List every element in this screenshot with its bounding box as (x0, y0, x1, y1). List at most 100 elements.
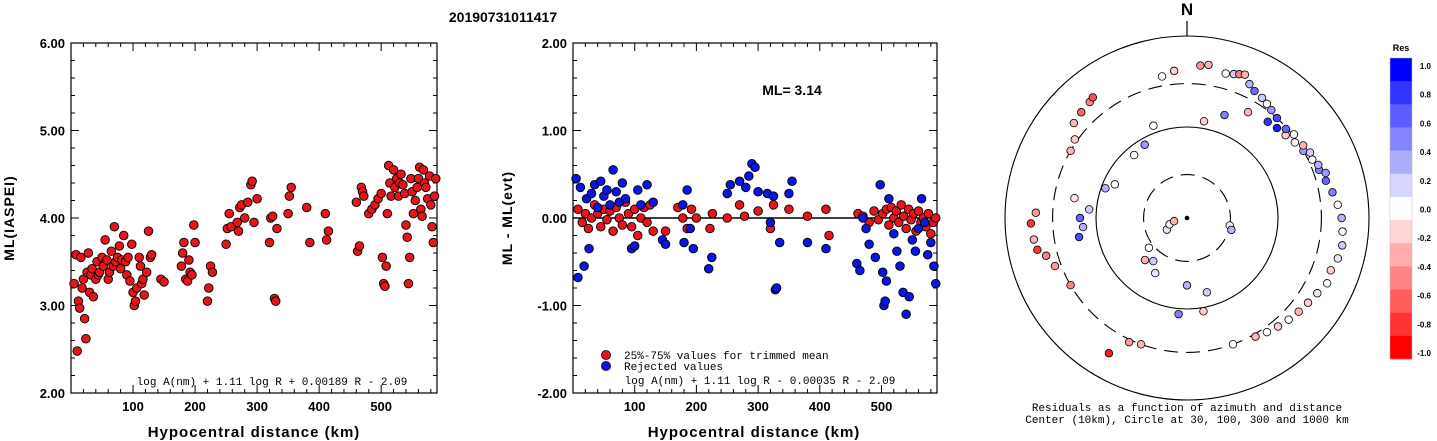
trimmed-point (913, 206, 924, 216)
station-marker (1129, 150, 1139, 160)
trimmed-point (753, 206, 763, 216)
rejected-point (861, 223, 871, 234)
station-marker (1272, 113, 1282, 123)
station-marker (1204, 60, 1213, 70)
rejected-point (916, 193, 927, 204)
station-marker (1267, 105, 1276, 115)
data-point (79, 313, 90, 324)
x-axis-label: Hypocentral distance (km) (148, 424, 361, 441)
station-marker (1273, 322, 1283, 331)
data-point (396, 169, 406, 179)
data-point (88, 292, 99, 302)
rejected-point (802, 237, 813, 248)
station-marker (1066, 146, 1075, 155)
trimmed-point (739, 211, 750, 221)
station-marker (1140, 255, 1150, 265)
colorbar-tick-label: -0.2 (1417, 234, 1431, 243)
data-point (284, 191, 295, 201)
rejected-point (901, 309, 911, 320)
trimmed-point (901, 223, 911, 234)
rejected-point (892, 246, 902, 256)
station-marker (1182, 281, 1192, 290)
rejected-point (880, 296, 890, 306)
rejected-point (744, 171, 754, 181)
colorbar-swatch (1390, 173, 1412, 198)
rejected-point (707, 252, 717, 263)
station-marker (1070, 193, 1079, 203)
rejected-point (596, 176, 606, 186)
x-axis-label: Hypocentral distance (km) (648, 424, 861, 441)
legend-marker-trimmed (601, 350, 611, 360)
station-marker (1157, 72, 1167, 81)
colorbar-swatch (1390, 243, 1412, 267)
rejected-point (907, 235, 918, 245)
station-marker (1221, 69, 1230, 78)
data-point (76, 252, 86, 263)
station-marker (1262, 99, 1272, 109)
legend-marker-rejected (601, 361, 611, 371)
rejected-point (725, 179, 736, 190)
rejected-point (913, 223, 924, 234)
data-point (100, 235, 110, 245)
rejected-point (605, 200, 615, 210)
colorbar-swatch (1390, 335, 1412, 360)
rejected-point (740, 182, 751, 193)
rejected-point (919, 217, 930, 228)
rejected-point (722, 188, 732, 199)
y-tick-label: 1.00 (542, 124, 567, 139)
rejected-point (648, 197, 658, 207)
north-label: N (1181, 0, 1193, 19)
rejected-point (629, 241, 640, 251)
data-point (428, 237, 439, 248)
x-tick-label: 100 (624, 399, 646, 414)
rejected-point (679, 237, 689, 248)
station-marker (1075, 213, 1085, 223)
trimmed-point (824, 230, 834, 241)
data-point (402, 232, 412, 242)
rejected-point (904, 292, 914, 302)
station-marker (1077, 108, 1086, 117)
station-marker (1033, 245, 1042, 255)
trimmed-point (893, 217, 904, 228)
x-tick-label: 300 (747, 399, 769, 414)
rejected-point (922, 249, 933, 260)
y-tick-label: 2.00 (40, 386, 65, 401)
rejected-point (884, 193, 894, 204)
data-point (410, 195, 421, 206)
data-point (398, 179, 408, 190)
data-point (72, 346, 82, 356)
legend-label-rejected: Rejected values (624, 362, 723, 374)
rejected-point (611, 186, 621, 197)
data-point (203, 283, 214, 293)
colorbar-swatch (1390, 220, 1412, 244)
station-marker (1338, 241, 1347, 250)
station-marker (1150, 268, 1160, 278)
station-marker (1314, 160, 1323, 170)
station-markers (1026, 60, 1347, 358)
data-point (403, 278, 414, 289)
station-marker (1245, 79, 1254, 89)
rejected-point (682, 185, 692, 195)
data-point (177, 248, 188, 258)
ticks: 100 200 300 400 500 -2.00 -1.00 0.00 1.00 2.00 (537, 36, 937, 414)
station-marker (1149, 121, 1158, 130)
colorbar-swatch (1390, 196, 1412, 221)
trimmed-point (931, 213, 941, 223)
station-marker (1199, 117, 1209, 126)
x-tick-label: 400 (809, 399, 831, 414)
trimmed-point (768, 200, 779, 210)
residual-vs-distance-panel: 100 200 300 400 500 -2.00 -1.00 0.00 1.00 2.00 ML… (499, 36, 941, 441)
trimmed-point (678, 213, 688, 223)
colorbar-swatch (1390, 289, 1412, 314)
data-point (286, 182, 296, 193)
trimmed-point (734, 200, 745, 210)
data-point (189, 220, 199, 230)
data-points (69, 160, 441, 356)
trimmed-point (617, 220, 628, 230)
data-point (377, 252, 388, 263)
rejected-point (633, 185, 643, 195)
x-tick-label: 500 (871, 399, 893, 414)
rejected-point (575, 182, 586, 193)
y-tick-label: 5.00 (40, 124, 65, 139)
